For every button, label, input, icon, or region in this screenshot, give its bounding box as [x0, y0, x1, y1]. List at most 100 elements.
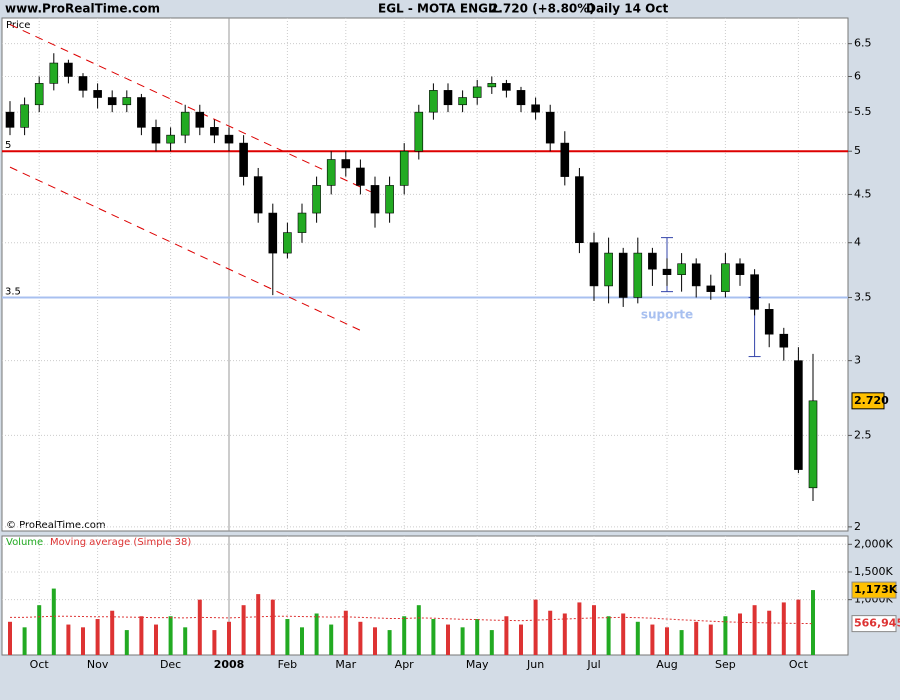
- candle-body: [472, 86, 482, 98]
- candle-body: [107, 97, 117, 106]
- last-price-box: [851, 392, 885, 410]
- volume-bar: [358, 621, 363, 655]
- candle-body: [808, 400, 818, 489]
- volume-bar: [416, 605, 421, 655]
- candle-body: [458, 97, 467, 106]
- candle-body: [195, 111, 205, 128]
- credit: © ProRealTime.com: [6, 520, 106, 531]
- candle-body: [691, 263, 701, 287]
- candle-body: [487, 83, 497, 88]
- volume-bar: [606, 616, 611, 655]
- y-tick-label: 6.5: [854, 37, 872, 50]
- volume-bar: [592, 605, 596, 655]
- value-box-label: 566,945: [854, 617, 900, 630]
- candle-body: [764, 309, 774, 335]
- candle-body: [794, 360, 803, 470]
- y-tick-label: 5: [854, 144, 861, 157]
- candle-body: [5, 111, 15, 128]
- volume-bar: [679, 630, 684, 655]
- candle-body: [326, 159, 336, 186]
- y-tick-label: 3.5: [854, 290, 872, 303]
- volume-bar: [694, 621, 699, 655]
- volume-bar: [241, 605, 246, 655]
- candle-body: [210, 127, 219, 136]
- candle-body: [166, 134, 175, 144]
- level-label: 3.5: [5, 286, 21, 297]
- y-tick-label: 1,500K: [854, 565, 893, 578]
- x-tick-label: Sep: [715, 658, 736, 671]
- candle-body: [706, 285, 716, 292]
- volume-bar: [51, 588, 56, 655]
- volume-bar: [256, 594, 261, 655]
- volume-bar: [738, 613, 742, 655]
- volume-bar: [621, 613, 626, 655]
- volume-bar: [270, 599, 275, 655]
- volume-bar: [387, 630, 392, 655]
- volume-bar: [343, 610, 348, 655]
- candle-body: [34, 83, 44, 106]
- candle-body: [633, 252, 643, 298]
- candle-body: [604, 252, 613, 287]
- volume-bar: [665, 627, 669, 655]
- volume-bar: [8, 621, 12, 655]
- x-tick-label: Apr: [395, 658, 415, 671]
- y-tick-label: 5.5: [854, 105, 872, 118]
- y-tick-label: 3: [854, 354, 861, 367]
- y-tick-label: 2,000K: [854, 537, 893, 550]
- symbol: EGL - MOTA ENGIL: [378, 2, 500, 16]
- x-tick-label: Nov: [87, 658, 109, 671]
- trend-line: [9, 166, 361, 331]
- value-box: [851, 615, 897, 633]
- candle-body: [370, 185, 380, 214]
- volume-bar: [314, 613, 319, 655]
- volume-bar: [402, 616, 407, 655]
- last-price-label: 2.720: [854, 394, 889, 407]
- volume-bar: [781, 602, 786, 655]
- volume-bar: [533, 599, 538, 655]
- candle-body: [735, 263, 745, 275]
- x-tick-label: Dec: [160, 658, 181, 671]
- x-tick-label: Jul: [586, 658, 600, 671]
- candle-body: [239, 142, 248, 177]
- volume-bar: [227, 621, 231, 655]
- volume-bar: [752, 605, 757, 655]
- candle-body: [516, 90, 526, 106]
- volume-bar: [373, 627, 377, 655]
- site: www.ProRealTime.com: [5, 2, 160, 16]
- volume-bar: [723, 616, 728, 655]
- x-tick-label: Aug: [656, 658, 677, 671]
- candle-body: [122, 97, 132, 106]
- candle-body: [560, 142, 570, 177]
- level-label: 5: [5, 140, 11, 151]
- volume-bar: [811, 590, 815, 655]
- axis-title: Price: [6, 20, 30, 31]
- volume-bar: [124, 630, 129, 655]
- volume-bar: [285, 619, 290, 655]
- candle-body: [443, 90, 453, 106]
- value-box: [851, 581, 897, 599]
- candle-body: [20, 104, 29, 128]
- volume-bar: [110, 610, 115, 655]
- y-tick-label: 6: [854, 69, 861, 82]
- candle-body: [341, 159, 351, 169]
- candle-body: [575, 176, 584, 244]
- candle-body: [283, 232, 292, 254]
- candle-body: [429, 90, 438, 113]
- x-tick-label: Oct: [30, 658, 50, 671]
- quote: 2.720 (+8.80%): [490, 2, 595, 16]
- x-tick-label: May: [466, 658, 489, 671]
- volume-bar: [95, 619, 100, 655]
- candle-body: [750, 274, 759, 310]
- volume-bar: [504, 616, 509, 655]
- candle-body: [78, 76, 88, 91]
- candle-body: [49, 62, 59, 84]
- volume-bar: [460, 627, 465, 655]
- volume-bar: [81, 627, 85, 655]
- candle-body: [385, 185, 394, 214]
- candle-body: [662, 268, 672, 275]
- candle-body: [180, 111, 190, 136]
- volume-bar: [154, 624, 158, 655]
- candle-body: [268, 212, 278, 254]
- candle-body: [531, 104, 540, 113]
